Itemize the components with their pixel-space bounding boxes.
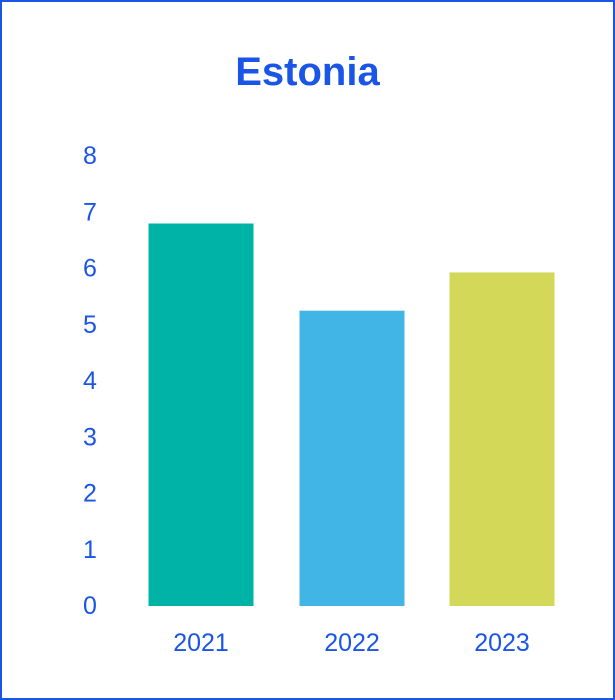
x-axis-ticks: 2021 2022 2023 [173,629,530,657]
y-tick-label: 6 [83,255,97,283]
y-tick-label: 7 [83,198,97,226]
y-tick-label: 5 [83,311,97,339]
bars-group [149,224,555,607]
y-tick-label: 1 [83,536,97,564]
y-tick-label: 0 [83,592,97,620]
y-axis-ticks: 0 1 2 3 4 5 6 7 8 [83,142,97,620]
bar-2021 [149,224,254,607]
y-tick-label: 2 [83,480,97,508]
x-tick-label-2021: 2021 [173,629,229,657]
bar-2023 [450,272,555,606]
y-tick-label: 4 [83,367,97,395]
y-tick-label: 3 [83,423,97,451]
x-tick-label-2023: 2023 [474,629,530,657]
y-tick-label: 8 [83,142,97,170]
x-tick-label-2022: 2022 [324,629,380,657]
bar-2022 [300,311,405,606]
